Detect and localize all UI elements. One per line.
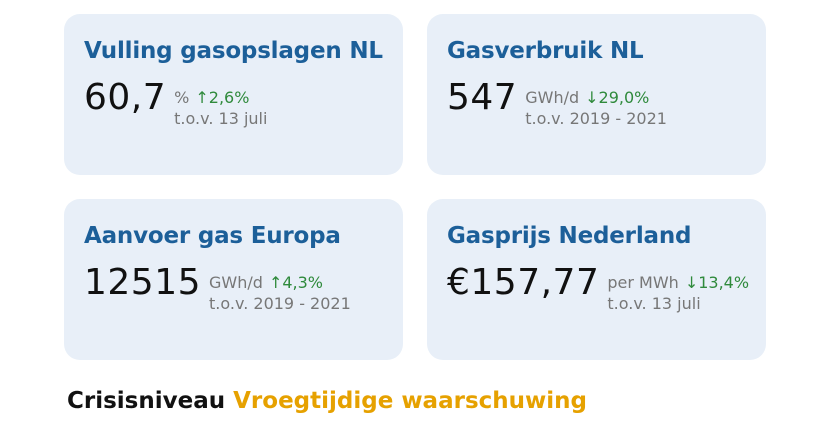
- footer-status: Vroegtijdige waarschuwing: [233, 388, 587, 414]
- card: Aanvoer gas Europa 12515 GWh/d ↑4,3% t.o.…: [64, 199, 403, 360]
- card-title: Vulling gasopslagen NL: [84, 38, 383, 64]
- card-change: ↑4,3%: [268, 273, 323, 292]
- footer: Crisisniveau Vroegtijdige waarschuwing: [67, 388, 587, 414]
- card-value: 60,7: [84, 77, 167, 118]
- card-change: ↓29,0%: [585, 88, 650, 107]
- card-comparison: t.o.v. 2019 - 2021: [209, 294, 351, 313]
- card-unit: %: [174, 88, 190, 107]
- footer-label: Crisisniveau: [67, 388, 226, 414]
- card: Vulling gasopslagen NL 60,7 % ↑2,6% t.o.v…: [64, 14, 403, 175]
- card: Gasverbruik NL 547 GWh/d ↓29,0% t.o.v. 20…: [427, 14, 766, 175]
- card-unit: per MWh: [607, 273, 679, 292]
- card-title: Gasverbruik NL: [447, 38, 644, 64]
- card-unit: GWh/d: [209, 273, 263, 292]
- card-title: Gasprijs Nederland: [447, 223, 692, 249]
- card-value: 547: [447, 77, 518, 118]
- card-value: €157,77: [447, 262, 600, 303]
- card-change: ↓13,4%: [684, 273, 750, 292]
- card-value: 12515: [84, 262, 202, 303]
- card-comparison: t.o.v. 13 juli: [174, 109, 268, 128]
- card-title: Aanvoer gas Europa: [84, 223, 341, 249]
- card-unit: GWh/d: [525, 88, 580, 107]
- card-comparison: t.o.v. 2019 - 2021: [525, 109, 667, 128]
- card: Gasprijs Nederland €157,77 per MWh ↓13,4%…: [427, 199, 766, 360]
- card-comparison: t.o.v. 13 juli: [607, 294, 701, 313]
- card-change: ↑2,6%: [195, 88, 250, 107]
